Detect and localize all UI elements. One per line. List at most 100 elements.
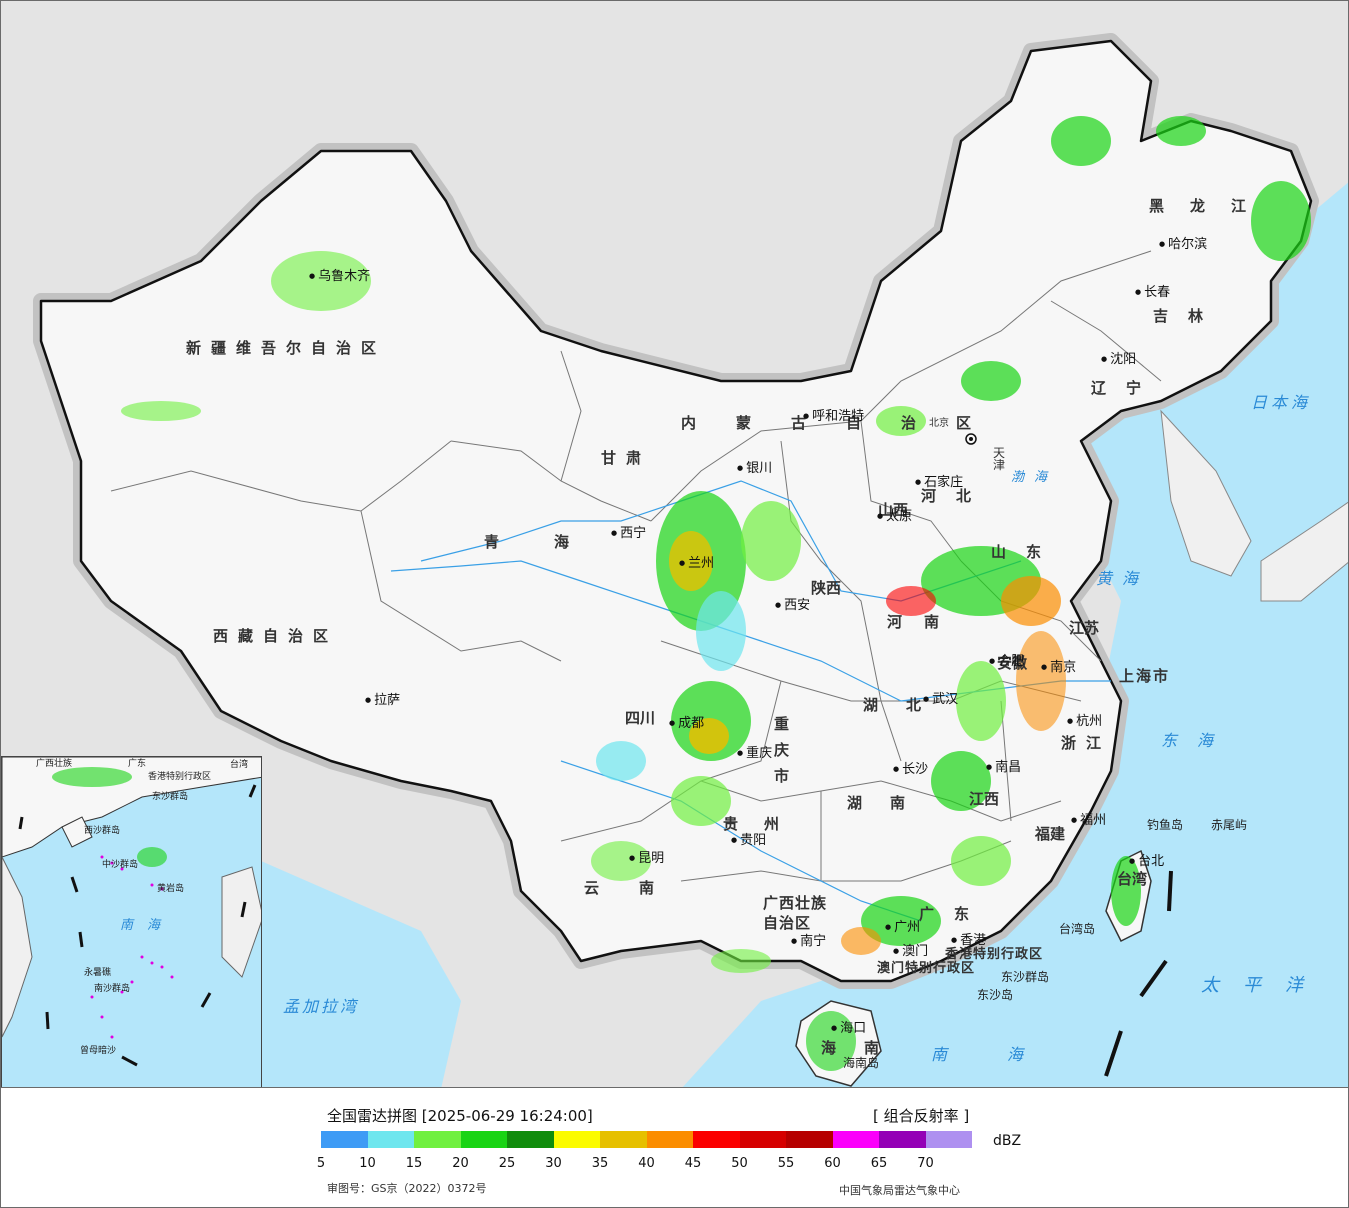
city-label-nanning: 南宁 — [791, 935, 826, 948]
province-label-hainan: 海南 — [821, 1039, 908, 1057]
province-label-guangdong: 广东 — [919, 905, 990, 923]
inset-label-dongsha: 东沙群岛 — [152, 792, 189, 802]
province-label-liaoning: 辽宁 — [1091, 379, 1162, 397]
legend-source: 中国气象局雷达气象中心 — [839, 1184, 960, 1197]
province-label-jilin: 吉林 — [1153, 307, 1224, 325]
radar-echoes — [121, 116, 1311, 1071]
city-label-macau: 澳门 — [893, 945, 928, 958]
legend-swatch — [367, 1131, 414, 1148]
province-label-fujian: 福建 — [1035, 825, 1066, 843]
legend-tick-label: 40 — [638, 1156, 655, 1171]
city-label-haikou: 海口 — [831, 1022, 866, 1035]
sea-label-donghai: 东海 — [1161, 731, 1234, 750]
province-label-xizang: 西藏自治区 — [213, 627, 339, 645]
legend-swatch — [786, 1131, 833, 1148]
province-label-jiangxi: 江西 — [969, 790, 1000, 808]
legend-swatch — [693, 1131, 740, 1148]
island-label-dongsha-qundao: 东沙群岛 — [1001, 970, 1050, 984]
island-label-taiwandao: 台湾岛 — [1059, 922, 1096, 936]
legend-tick-label: 70 — [917, 1156, 934, 1171]
city-label-nanjing: 南京 — [1041, 661, 1076, 674]
province-label-gansu: 甘肃 — [601, 449, 652, 467]
inset-label-xisha: 西沙群岛 — [84, 826, 121, 836]
inset-label-zhongsha: 中沙群岛 — [102, 860, 139, 870]
inset-label-nansha: 南沙群岛 — [94, 984, 131, 994]
island-label-dongshadao: 东沙岛 — [977, 988, 1014, 1002]
legend-approval: 审图号：GS京（2022）0372号 — [327, 1182, 487, 1195]
inset-label-hk: 香港特别行政区 — [148, 772, 212, 782]
province-label-chongqing: 重庆市 — [774, 715, 790, 785]
legend-product: [ 组合反射率 ] — [873, 1107, 970, 1125]
inset-label-tw: 台湾 — [230, 760, 249, 770]
legend-swatch — [925, 1131, 972, 1148]
sea-label-huanghai: 黄海 — [1096, 569, 1149, 588]
beijing-marker — [965, 433, 977, 445]
legend-tick-label: 25 — [498, 1156, 516, 1171]
city-label-hefei: 合肥 — [989, 655, 1024, 668]
city-label-lhasa: 拉萨 — [365, 694, 400, 707]
city-label-guiyang: 贵阳 — [731, 834, 766, 847]
province-label-beijing: 北京 — [929, 418, 949, 429]
city-label-wuhan: 武汉 — [923, 693, 958, 706]
legend-title: 全国雷达拼图 [2025-06-29 16:24:00] — [327, 1107, 593, 1125]
city-label-urumqi: 乌鲁木齐 — [309, 270, 370, 283]
city-label-guangzhou: 广州 — [885, 921, 920, 934]
legend-swatch — [321, 1131, 368, 1148]
legend-tick-label: 20 — [452, 1156, 469, 1171]
legend-swatch — [739, 1131, 786, 1148]
city-label-lanzhou: 兰州 — [679, 557, 714, 570]
city-label-shenyang: 沈阳 — [1101, 353, 1136, 366]
legend-swatch — [646, 1131, 693, 1148]
legend-swatch — [553, 1131, 600, 1148]
inset-label-gx: 广西壮族 — [36, 759, 73, 769]
legend-tick-label: 50 — [731, 1156, 748, 1171]
city-label-shijiazhuang: 石家庄 — [915, 476, 963, 489]
province-label-shanghai: 上海市 — [1119, 667, 1171, 685]
province-label-heilongjiang: 黑龙江 — [1149, 197, 1273, 215]
province-label-hongkong: 香港特别行政区 — [945, 947, 1044, 962]
bay-of-bengal-area — [261, 861, 461, 1087]
city-label-harbin: 哈尔滨 — [1159, 238, 1207, 251]
legend-swatch — [507, 1131, 554, 1148]
inset-label-yongshu: 永暑礁 — [84, 968, 112, 978]
legend-area: 全国雷达拼图 [2025-06-29 16:24:00] [ 组合反射率 ] d… — [0, 1088, 1349, 1208]
province-label-guangxi: 广西壮族自治区 — [763, 894, 828, 932]
city-label-hohhot: 呼和浩特 — [803, 410, 864, 423]
inset-label-gd: 广东 — [128, 759, 147, 769]
province-label-hunan: 湖南 — [847, 794, 934, 812]
province-label-hubei: 湖北 — [863, 696, 950, 714]
inset-label-zengmu: 曾母暗沙 — [80, 1046, 117, 1056]
city-label-chongqing: 重庆 — [737, 747, 772, 760]
province-label-taiwan: 台湾 — [1117, 870, 1148, 888]
sea-label-mengjialawan: 孟加拉湾 — [283, 997, 360, 1016]
city-label-changchun: 长春 — [1135, 286, 1170, 299]
city-label-hangzhou: 杭州 — [1067, 715, 1102, 728]
province-label-jiangsu: 江苏 — [1069, 619, 1100, 637]
sea-label-ribenhai: 日本海 — [1251, 393, 1312, 412]
city-label-chengdu: 成都 — [669, 717, 704, 730]
legend-tick-label: 65 — [870, 1156, 888, 1171]
province-label-henan: 河南 — [887, 613, 962, 631]
legend-swatch — [879, 1131, 926, 1148]
province-label-macau: 澳门特别行政区 — [877, 961, 976, 976]
inset-map — [2, 757, 261, 1067]
city-label-kunming: 昆明 — [629, 852, 664, 865]
inset-label-nanhai: 南海 — [120, 918, 175, 933]
legend-tick-label: 30 — [545, 1156, 562, 1171]
city-label-taiyuan: 太原 — [877, 510, 912, 523]
legend-tick-label: 55 — [777, 1156, 795, 1171]
province-label-yunnan: 云南 — [584, 879, 695, 897]
legend-tick-label: 5 — [316, 1156, 326, 1171]
legend-tick-label: 10 — [359, 1156, 376, 1171]
south-china-sea-inset: 南海 中沙群岛 西沙群岛 南沙群岛 黄岩岛 曾母暗沙 东沙群岛 永暑礁 香港特别… — [1, 756, 262, 1087]
province-label-hebei: 河北 — [921, 487, 992, 505]
province-label-shandong: 山东 — [991, 543, 1062, 561]
city-label-yinchuan: 银川 — [737, 462, 772, 475]
province-label-sichuan: 四川 — [625, 709, 656, 727]
legend-swatch — [832, 1131, 879, 1148]
island-label-hainandao: 海南岛 — [843, 1056, 880, 1070]
legend-swatch — [460, 1131, 507, 1148]
legend-tick-label: 15 — [405, 1156, 423, 1171]
province-label-tianjin: 天津 — [993, 446, 1006, 472]
legend-tick-label: 60 — [824, 1156, 841, 1171]
